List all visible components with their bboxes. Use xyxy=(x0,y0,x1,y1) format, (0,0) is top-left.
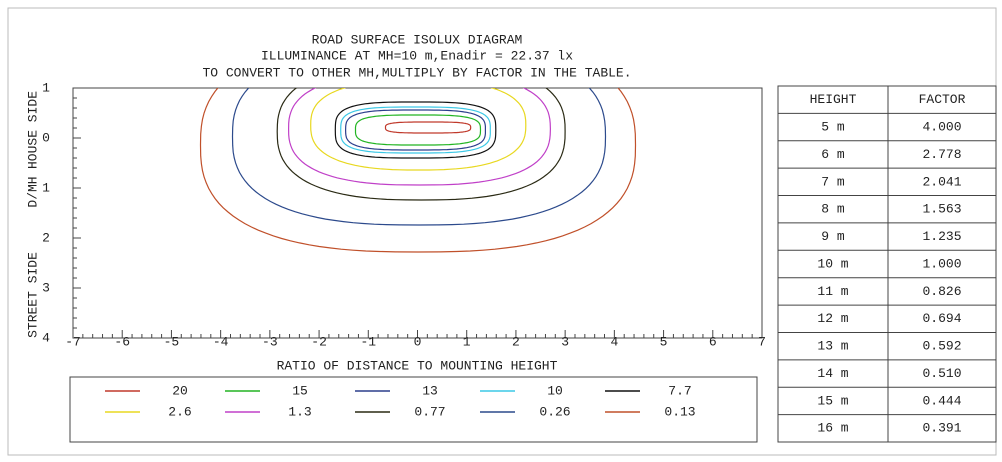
y-axis-label: STREET SIDE xyxy=(25,252,40,338)
table-cell: 2.041 xyxy=(922,174,961,189)
table-cell: 0.510 xyxy=(922,366,961,381)
x-tick-label: 3 xyxy=(561,334,569,349)
table-cell: 4.000 xyxy=(922,120,961,135)
legend-label: 0.13 xyxy=(664,404,695,419)
x-tick-label: -6 xyxy=(114,334,130,349)
table-cell: 0.391 xyxy=(922,421,961,436)
legend-label: 0.77 xyxy=(414,404,445,419)
x-tick-label: 2 xyxy=(512,334,520,349)
y-tick-label: 1 xyxy=(42,80,50,95)
contour xyxy=(344,109,486,151)
x-tick-label: 6 xyxy=(709,334,717,349)
chart-subtitle: ILLUMINANCE AT MH=10 m,Enadir = 22.37 lx xyxy=(261,48,573,63)
contour xyxy=(231,88,607,226)
x-tick-label: -1 xyxy=(360,334,376,349)
legend-label: 7.7 xyxy=(668,383,691,398)
contours xyxy=(199,88,637,253)
legend-label: 2.6 xyxy=(168,404,191,419)
table-frame xyxy=(777,85,997,443)
contour xyxy=(384,121,472,134)
legend-label: 0.26 xyxy=(539,404,570,419)
annotation: TO CONVERT TO OTHER MH,MULTIPLY BY FACTO… xyxy=(202,65,631,80)
table-cell: 2.778 xyxy=(922,147,961,162)
table-cell: 15 m xyxy=(817,393,848,408)
x-tick-label: 4 xyxy=(610,334,618,349)
x-axis-label: RATIO OF DISTANCE TO MOUNTING HEIGHT xyxy=(277,358,558,373)
table-cell: 10 m xyxy=(817,256,848,271)
legend-label: 20 xyxy=(172,383,188,398)
x-tick-label: 5 xyxy=(660,334,668,349)
contour xyxy=(334,101,497,159)
table-header: FACTOR xyxy=(919,92,966,107)
chart-title: ROAD SURFACE ISOLUX DIAGRAM xyxy=(312,32,523,47)
table-cell: 11 m xyxy=(817,284,848,299)
x-tick-label: -3 xyxy=(262,334,278,349)
table-cell: 1.563 xyxy=(922,202,961,217)
y-axis-label: D/MH xyxy=(25,176,40,207)
x-tick-label: 0 xyxy=(414,334,422,349)
y-axis-label: HOUSE SIDE xyxy=(25,91,40,169)
contour xyxy=(276,88,566,201)
table-cell: 5 m xyxy=(821,120,845,135)
table-cell: 0.826 xyxy=(922,284,961,299)
x-tick-label: -4 xyxy=(213,334,229,349)
legend-label: 10 xyxy=(547,383,563,398)
table-cell: 8 m xyxy=(821,202,845,217)
table-cell: 0.444 xyxy=(922,393,961,408)
table-cell: 0.694 xyxy=(922,311,961,326)
y-tick-label: 2 xyxy=(42,230,50,245)
legend-label: 15 xyxy=(292,383,308,398)
table-cell: 13 m xyxy=(817,339,848,354)
y-tick-label: 3 xyxy=(42,280,50,295)
table-cell: 14 m xyxy=(817,366,848,381)
plot-frame xyxy=(72,87,763,339)
contour xyxy=(354,114,482,146)
contour xyxy=(310,88,527,171)
x-tick-label: -2 xyxy=(311,334,327,349)
x-tick-label: -7 xyxy=(65,334,81,349)
y-tick-label: 1 xyxy=(42,180,50,195)
legend-box xyxy=(69,376,758,443)
contour xyxy=(199,88,637,253)
legend-label: 1.3 xyxy=(288,404,311,419)
table-cell: 1.235 xyxy=(922,229,961,244)
table-cell: 6 m xyxy=(821,147,845,162)
y-tick-label: 4 xyxy=(42,330,50,345)
table-cell: 16 m xyxy=(817,421,848,436)
y-tick-label: 0 xyxy=(42,130,50,145)
x-tick-label: -5 xyxy=(164,334,180,349)
x-tick-label: 7 xyxy=(758,334,766,349)
table-cell: 0.592 xyxy=(922,339,961,354)
table-header: HEIGHT xyxy=(810,92,857,107)
table-cell: 1.000 xyxy=(922,256,961,271)
table-cell: 12 m xyxy=(817,311,848,326)
contour xyxy=(287,88,552,186)
legend-label: 13 xyxy=(422,383,438,398)
table-cell: 9 m xyxy=(821,229,845,244)
contour xyxy=(340,106,491,154)
x-tick-label: 1 xyxy=(463,334,471,349)
table-cell: 7 m xyxy=(821,174,845,189)
